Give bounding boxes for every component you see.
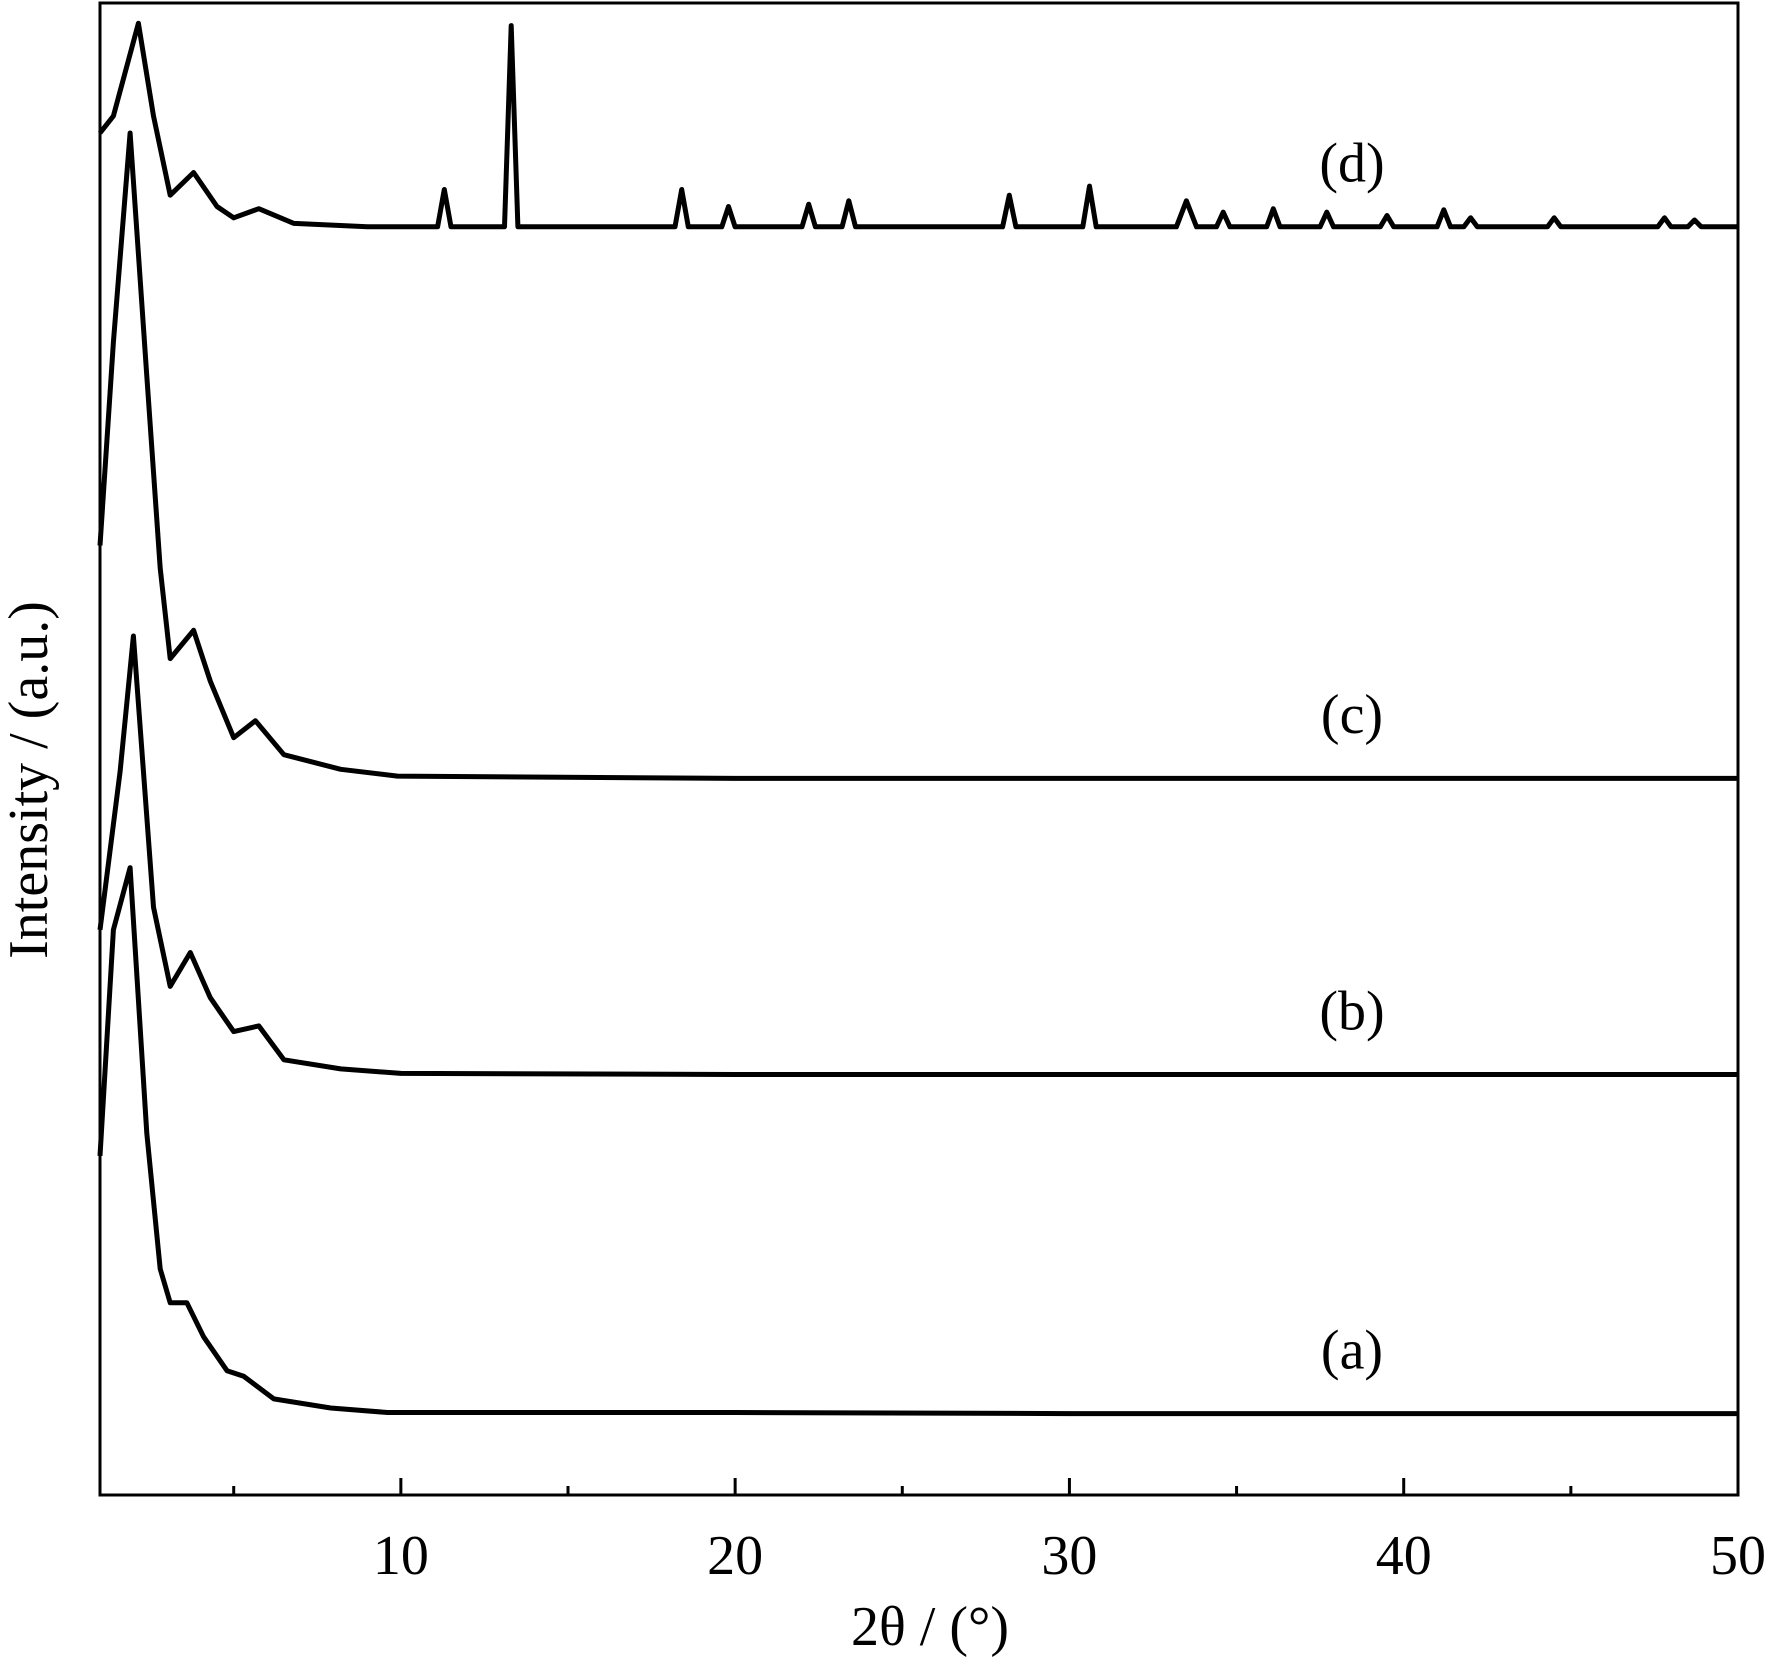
xrd-curve: [97, 130, 1738, 781]
curve-label: (a): [1321, 1319, 1383, 1381]
x-tick-label: 20: [707, 1525, 763, 1587]
x-tick-label: 10: [373, 1525, 429, 1587]
x-tick-label: 40: [1376, 1525, 1432, 1587]
curve-label: (c): [1321, 684, 1383, 746]
x-tick-label: 30: [1041, 1525, 1097, 1587]
plot-frame: [98, 1, 1740, 1497]
y-axis-title: Intensity / (a.u.): [0, 601, 60, 959]
x-axis-title: 2θ / (°): [851, 1596, 1009, 1658]
xrd-curve: [97, 633, 1738, 1077]
curve-label: (b): [1319, 980, 1384, 1042]
xrd-curve: [98, 20, 1738, 230]
xrd-curve: [97, 865, 1738, 1417]
curve-label: (d): [1319, 133, 1384, 195]
x-tick-label: 50: [1710, 1525, 1766, 1587]
